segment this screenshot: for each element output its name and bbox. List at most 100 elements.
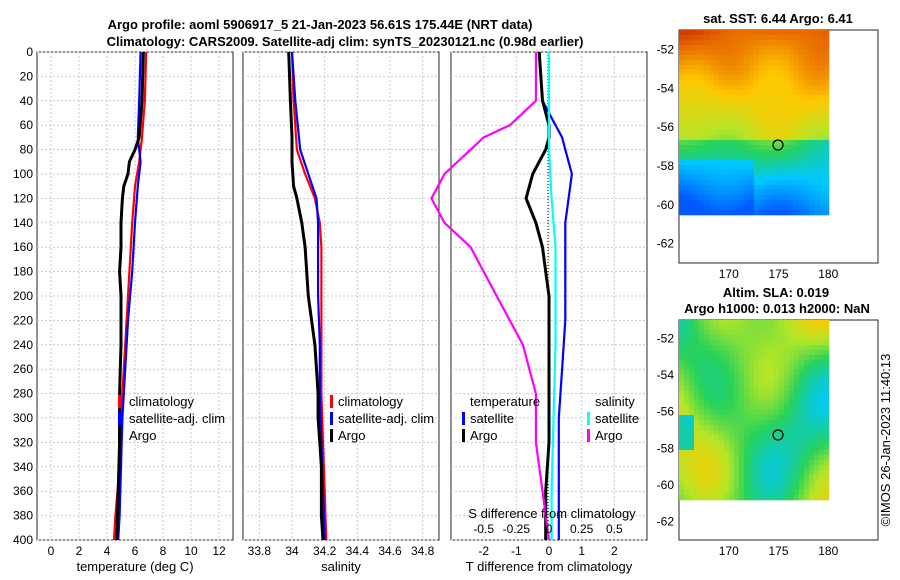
map-cell xyxy=(704,180,710,186)
map-cell xyxy=(764,200,770,206)
map-cell xyxy=(749,140,755,146)
map-cell xyxy=(804,475,810,481)
map-cell xyxy=(819,365,825,371)
map-cell xyxy=(699,185,705,191)
map-cell xyxy=(809,360,815,366)
map-cell xyxy=(784,160,790,166)
map-cell xyxy=(789,200,795,206)
map-cell xyxy=(684,340,690,346)
map-cell xyxy=(699,385,705,391)
map-cell xyxy=(714,150,720,156)
map-cell xyxy=(719,160,725,166)
map-cell xyxy=(719,425,725,431)
map-cell xyxy=(804,495,810,501)
map-cell xyxy=(749,435,755,441)
map-cell xyxy=(729,125,735,131)
map-cell xyxy=(719,375,725,381)
map-cell xyxy=(699,470,705,476)
map-cell xyxy=(764,320,770,326)
map-cell xyxy=(739,320,745,326)
map-cell xyxy=(779,175,785,181)
map-cell xyxy=(784,95,790,101)
map-cell xyxy=(729,190,735,196)
map-cell xyxy=(699,150,705,156)
map-cell xyxy=(814,80,820,86)
map-cell xyxy=(779,350,785,356)
map-cell xyxy=(789,55,795,61)
map-cell xyxy=(744,405,750,411)
map-cell xyxy=(689,390,695,396)
map-cell xyxy=(789,475,795,481)
map-cell xyxy=(694,120,700,126)
map-cell xyxy=(729,140,735,146)
map-cell xyxy=(804,385,810,391)
map-cell xyxy=(799,325,805,331)
map-cell xyxy=(804,200,810,206)
map-cell xyxy=(709,460,715,466)
map-cell xyxy=(799,430,805,436)
map-cell xyxy=(679,440,685,446)
map-cell xyxy=(824,65,830,71)
map-cell xyxy=(804,30,810,36)
map-cell xyxy=(814,145,820,151)
map-cell xyxy=(714,115,720,121)
map-cell xyxy=(734,40,740,46)
map-cell xyxy=(679,150,685,156)
map-cell xyxy=(689,120,695,126)
map-cell xyxy=(749,165,755,171)
map-cell xyxy=(779,185,785,191)
map-cell xyxy=(689,360,695,366)
map-cell xyxy=(799,65,805,71)
map-cell xyxy=(699,190,705,196)
map-cell xyxy=(789,105,795,111)
map-cell xyxy=(799,360,805,366)
map-cell xyxy=(754,175,760,181)
map-x-tick-label: 170 xyxy=(719,267,739,281)
map-cell xyxy=(809,55,815,61)
map-cell xyxy=(679,195,685,201)
map-cell xyxy=(764,40,770,46)
map-cell xyxy=(744,325,750,331)
map-cell xyxy=(779,385,785,391)
map-cell xyxy=(774,60,780,66)
map-cell xyxy=(724,435,730,441)
map-cell xyxy=(709,475,715,481)
y-tick-label: 240 xyxy=(13,338,33,352)
map-cell xyxy=(824,395,830,401)
map-cell xyxy=(689,45,695,51)
map-cell xyxy=(694,465,700,471)
map-cell xyxy=(824,135,830,141)
map-cell xyxy=(809,210,815,216)
map-cell xyxy=(814,140,820,146)
top-x-tick-label: -0.5 xyxy=(473,522,494,536)
map-cell xyxy=(704,355,710,361)
map-cell xyxy=(694,365,700,371)
map-cell xyxy=(769,105,775,111)
map-cell xyxy=(744,155,750,161)
map-cell xyxy=(714,60,720,66)
map-cell xyxy=(724,130,730,136)
map-cell xyxy=(764,205,770,211)
map-cell xyxy=(799,370,805,376)
map-cell xyxy=(744,80,750,86)
map-cell xyxy=(769,180,775,186)
y-tick-label: 320 xyxy=(13,435,33,449)
map-cell xyxy=(804,470,810,476)
map-cell xyxy=(719,50,725,56)
map-cell xyxy=(784,410,790,416)
map-cell xyxy=(789,395,795,401)
map-cell xyxy=(739,155,745,161)
map-cell xyxy=(744,105,750,111)
map-cell xyxy=(759,390,765,396)
map-cell xyxy=(749,155,755,161)
map-cell xyxy=(769,445,775,451)
y-tick-label: 0 xyxy=(26,45,33,59)
map-cell xyxy=(719,345,725,351)
map-cell xyxy=(729,155,735,161)
map-cell xyxy=(809,135,815,141)
map-cell xyxy=(759,70,765,76)
map-cell xyxy=(714,410,720,416)
map-cell xyxy=(724,160,730,166)
map-cell xyxy=(789,385,795,391)
map-cell xyxy=(769,350,775,356)
